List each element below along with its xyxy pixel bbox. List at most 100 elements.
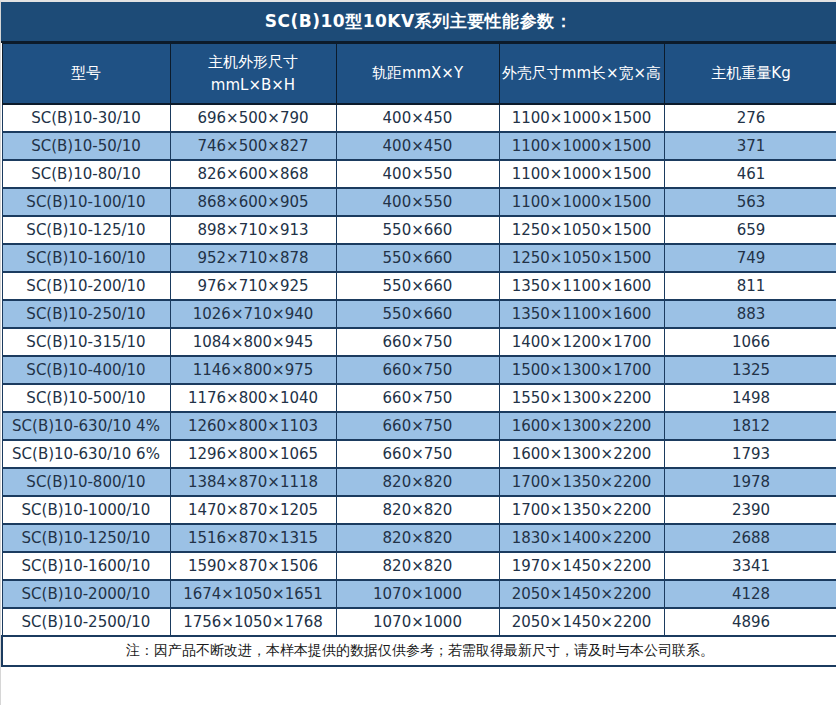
table-cell: 1260×800×1103 bbox=[170, 412, 336, 440]
table-cell: 660×750 bbox=[336, 384, 499, 412]
table-cell: 550×660 bbox=[336, 244, 499, 272]
table-cell: SC(B)10-2000/10 bbox=[2, 580, 170, 608]
table-cell: SC(B)10-250/10 bbox=[2, 300, 170, 328]
table-cell: 1600×1300×2200 bbox=[499, 440, 664, 468]
table-cell: 811 bbox=[664, 272, 836, 300]
table-cell: 1066 bbox=[664, 328, 836, 356]
table-body: SC(B)10-30/10696×500×790400×4501100×1000… bbox=[2, 104, 836, 636]
table-cell: 1176×800×1040 bbox=[170, 384, 336, 412]
table-cell: 1100×1000×1500 bbox=[499, 104, 664, 132]
table-cell: 660×750 bbox=[336, 440, 499, 468]
table-row: SC(B)10-80/10826×600×868400×5501100×1000… bbox=[2, 160, 836, 188]
table-row: SC(B)10-800/101384×870×1118820×8201700×1… bbox=[2, 468, 836, 496]
table-cell: 1084×800×945 bbox=[170, 328, 336, 356]
table-cell: 660×750 bbox=[336, 412, 499, 440]
table-cell: 1830×1400×2200 bbox=[499, 524, 664, 552]
table-cell: 1793 bbox=[664, 440, 836, 468]
table-cell: 1070×1000 bbox=[336, 608, 499, 636]
table-title: SC(B)10型10KV系列主要性能参数： bbox=[1, 2, 836, 43]
table-cell: 659 bbox=[664, 216, 836, 244]
table-cell: 1100×1000×1500 bbox=[499, 160, 664, 188]
table-row: SC(B)10-100/10868×600×905400×5501100×100… bbox=[2, 188, 836, 216]
column-header-model: 型号 bbox=[2, 44, 170, 104]
table-cell: 1812 bbox=[664, 412, 836, 440]
table-cell: 1500×1300×1700 bbox=[499, 356, 664, 384]
table-cell: 1250×1050×1500 bbox=[499, 216, 664, 244]
header-row: 型号 主机外形尺寸 mmL×B×H 轨距mmX×Y 外壳尺寸mm长×宽×高 主机… bbox=[2, 44, 836, 104]
table-row: SC(B)10-2000/101674×1050×16511070×100020… bbox=[2, 580, 836, 608]
table-cell: 3341 bbox=[664, 552, 836, 580]
table-cell: 4128 bbox=[664, 580, 836, 608]
table-cell: SC(B)10-630/10 6% bbox=[2, 440, 170, 468]
table-cell: 1516×870×1315 bbox=[170, 524, 336, 552]
table-row: SC(B)10-250/101026×710×940550×6601350×11… bbox=[2, 300, 836, 328]
column-header-label: 主机外形尺寸 bbox=[208, 53, 298, 71]
table-cell: 1400×1200×1700 bbox=[499, 328, 664, 356]
table-header: 型号 主机外形尺寸 mmL×B×H 轨距mmX×Y 外壳尺寸mm长×宽×高 主机… bbox=[2, 44, 836, 104]
spec-table-panel: SC(B)10型10KV系列主要性能参数： 型号 主机外形尺寸 mmL×B×H … bbox=[0, 0, 836, 705]
table-cell: 2390 bbox=[664, 496, 836, 524]
table-cell: 1100×1000×1500 bbox=[499, 132, 664, 160]
table-row: SC(B)10-2500/101756×1050×17681070×100020… bbox=[2, 608, 836, 636]
table-cell: 1350×1100×1600 bbox=[499, 300, 664, 328]
table-cell: 1100×1000×1500 bbox=[499, 188, 664, 216]
table-cell: SC(B)10-2500/10 bbox=[2, 608, 170, 636]
table-cell: 4896 bbox=[664, 608, 836, 636]
table-row: SC(B)10-1600/101590×870×1506820×8201970×… bbox=[2, 552, 836, 580]
table-cell: 400×550 bbox=[336, 188, 499, 216]
table-cell: 1674×1050×1651 bbox=[170, 580, 336, 608]
table-cell: 1470×870×1205 bbox=[170, 496, 336, 524]
table-cell: 1350×1100×1600 bbox=[499, 272, 664, 300]
table-cell: SC(B)10-1000/10 bbox=[2, 496, 170, 524]
table-cell: 1498 bbox=[664, 384, 836, 412]
table-row: SC(B)10-30/10696×500×790400×4501100×1000… bbox=[2, 104, 836, 132]
table-cell: 1026×710×940 bbox=[170, 300, 336, 328]
table-cell: SC(B)10-1600/10 bbox=[2, 552, 170, 580]
table-row: SC(B)10-630/10 6%1296×800×1065660×750160… bbox=[2, 440, 836, 468]
table-cell: SC(B)10-100/10 bbox=[2, 188, 170, 216]
table-cell: 1146×800×975 bbox=[170, 356, 336, 384]
table-cell: 976×710×925 bbox=[170, 272, 336, 300]
table-cell: 1325 bbox=[664, 356, 836, 384]
table-cell: SC(B)10-315/10 bbox=[2, 328, 170, 356]
table-footer: 注：因产品不断改进，本样本提供的数据仅供参考；若需取得最新尺寸，请及时与本公司联… bbox=[2, 636, 836, 666]
column-header-label: 外壳尺寸mm长×宽×高 bbox=[502, 64, 661, 82]
table-cell: SC(B)10-400/10 bbox=[2, 356, 170, 384]
table-cell: 1600×1300×2200 bbox=[499, 412, 664, 440]
table-cell: 1550×1300×2200 bbox=[499, 384, 664, 412]
footnote-row: 注：因产品不断改进，本样本提供的数据仅供参考；若需取得最新尺寸，请及时与本公司联… bbox=[2, 636, 836, 666]
table-cell: 868×600×905 bbox=[170, 188, 336, 216]
table-row: SC(B)10-630/10 4%1260×800×1103660×750160… bbox=[2, 412, 836, 440]
table-row: SC(B)10-160/10952×710×878550×6601250×105… bbox=[2, 244, 836, 272]
table-cell: 1700×1350×2200 bbox=[499, 496, 664, 524]
table-cell: 2050×1450×2200 bbox=[499, 608, 664, 636]
table-cell: 696×500×790 bbox=[170, 104, 336, 132]
table-cell: 820×820 bbox=[336, 552, 499, 580]
table-cell: 1700×1350×2200 bbox=[499, 468, 664, 496]
table-cell: SC(B)10-800/10 bbox=[2, 468, 170, 496]
table-cell: 1756×1050×1768 bbox=[170, 608, 336, 636]
table-cell: 1070×1000 bbox=[336, 580, 499, 608]
table-cell: SC(B)10-200/10 bbox=[2, 272, 170, 300]
table-cell: 276 bbox=[664, 104, 836, 132]
table-cell: 2688 bbox=[664, 524, 836, 552]
table-row: SC(B)10-1000/101470×870×1205820×8201700×… bbox=[2, 496, 836, 524]
table-cell: SC(B)10-80/10 bbox=[2, 160, 170, 188]
table-cell: 2050×1450×2200 bbox=[499, 580, 664, 608]
table-cell: 400×550 bbox=[336, 160, 499, 188]
column-header-shell-size: 外壳尺寸mm长×宽×高 bbox=[499, 44, 664, 104]
table-cell: 1250×1050×1500 bbox=[499, 244, 664, 272]
table-cell: 826×600×868 bbox=[170, 160, 336, 188]
table-cell: 1590×870×1506 bbox=[170, 552, 336, 580]
spec-table: 型号 主机外形尺寸 mmL×B×H 轨距mmX×Y 外壳尺寸mm长×宽×高 主机… bbox=[1, 43, 836, 667]
table-row: SC(B)10-400/101146×800×975660×7501500×13… bbox=[2, 356, 836, 384]
table-cell: 820×820 bbox=[336, 468, 499, 496]
table-row: SC(B)10-125/10898×710×913550×6601250×105… bbox=[2, 216, 836, 244]
table-cell: SC(B)10-1250/10 bbox=[2, 524, 170, 552]
column-header-dimensions: 主机外形尺寸 mmL×B×H bbox=[170, 44, 336, 104]
table-row: SC(B)10-500/101176×800×1040660×7501550×1… bbox=[2, 384, 836, 412]
table-row: SC(B)10-50/10746×500×827400×4501100×1000… bbox=[2, 132, 836, 160]
table-row: SC(B)10-200/10976×710×925550×6601350×110… bbox=[2, 272, 836, 300]
table-cell: 746×500×827 bbox=[170, 132, 336, 160]
table-cell: SC(B)10-630/10 4% bbox=[2, 412, 170, 440]
